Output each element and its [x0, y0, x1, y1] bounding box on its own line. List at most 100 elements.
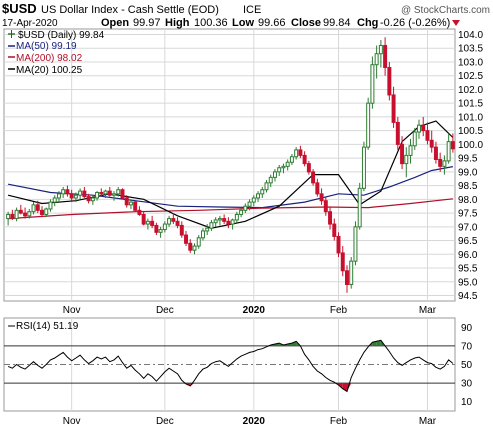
candle-body	[294, 149, 299, 158]
open-value: 99.97	[133, 17, 161, 29]
candle-body	[328, 211, 333, 225]
candle-body	[61, 189, 66, 195]
candle-body	[158, 229, 163, 233]
candle-body	[175, 220, 180, 226]
rsi-y-tick: 10	[461, 397, 473, 408]
price-panel	[3, 28, 456, 302]
candle-body	[433, 146, 438, 161]
candle-body	[141, 213, 146, 225]
x-tick-label: Mar	[419, 305, 437, 316]
candle-body	[404, 154, 409, 165]
price-grid	[4, 29, 455, 301]
candle-body	[353, 226, 358, 262]
price-x-axis: NovDec2020FebMarApr	[63, 305, 437, 316]
price-y-tick: 95.0	[458, 277, 478, 288]
high-value: 100.36	[194, 17, 228, 29]
price-y-tick: 99.0	[458, 167, 478, 178]
candle-body	[150, 220, 155, 226]
candle-body	[272, 171, 277, 178]
candle-body	[200, 230, 205, 239]
candle-body	[90, 197, 95, 202]
candle-body	[27, 211, 32, 217]
x-tick-label: Feb	[330, 416, 348, 427]
candle-body	[48, 201, 53, 210]
x-tick-label: 2020	[243, 416, 266, 427]
candle-body	[383, 44, 388, 68]
candle-body	[345, 270, 349, 286]
x-tick-label: Mar	[419, 416, 437, 427]
candle-body	[188, 242, 193, 251]
candle-body	[417, 124, 421, 133]
candle-body	[450, 141, 455, 150]
price-y-tick: 94.5	[458, 291, 478, 302]
candle-body	[374, 53, 379, 66]
candle-body	[52, 197, 57, 203]
candle-body	[438, 159, 443, 167]
candle-body	[285, 161, 290, 167]
candle-body	[40, 209, 44, 215]
rsi-y-tick: 50	[461, 360, 473, 371]
candle-body	[18, 209, 23, 214]
x-tick-label: Nov	[63, 305, 81, 316]
rsi-overbought-fill	[376, 340, 381, 346]
candle-body	[107, 190, 112, 196]
legend-price: $USD (Daily) 99.84	[18, 30, 105, 41]
candle-body	[340, 252, 345, 272]
candle-body	[31, 204, 36, 213]
price-y-tick: 102.0	[458, 85, 483, 96]
symbol: $USD	[2, 1, 37, 16]
x-tick-label: Feb	[330, 305, 348, 316]
rsi-y-tick: 70	[461, 341, 473, 352]
candle-body	[319, 193, 324, 202]
candle-body	[239, 209, 244, 215]
candle-body	[73, 194, 78, 199]
rsi-y-tick: 30	[461, 379, 473, 390]
candle-body	[6, 213, 11, 220]
candle-body	[378, 44, 383, 55]
candle-body	[167, 218, 172, 225]
candle-body	[179, 224, 184, 236]
candle-body	[251, 197, 256, 203]
candle-body	[171, 218, 176, 222]
candle-body	[311, 171, 316, 184]
legend-ma200: MA(200) 98.02	[16, 53, 83, 64]
rsi-y-axis: 90 70 50 30 10	[461, 323, 473, 408]
candle-body	[260, 189, 265, 195]
candle-body	[391, 94, 396, 123]
rsi-line	[7, 339, 454, 393]
candle-body	[349, 260, 354, 286]
x-tick-label: 2020	[243, 305, 266, 316]
candle-body	[99, 191, 104, 195]
candle-body	[145, 220, 150, 225]
candle-body	[69, 193, 74, 199]
price-candles	[6, 37, 455, 293]
price-y-tick: 103.0	[458, 57, 483, 68]
price-y-tick: 96.5	[458, 236, 478, 247]
price-y-axis: 104.0 103.5 103.0 102.5 102.0 101.5 101.0 100.5…	[458, 30, 483, 302]
candle-body	[230, 219, 235, 225]
candle-body	[213, 219, 218, 224]
candle-body	[112, 193, 116, 196]
price-y-tick: 98.0	[458, 195, 478, 206]
candle-body	[56, 193, 61, 199]
legend-ma50: MA(50) 99.19	[16, 41, 77, 52]
rsi-x-axis: NovDec2020FebMarApr	[63, 416, 437, 427]
open-label: Open	[101, 17, 129, 29]
candle-body	[425, 130, 430, 141]
candle-body	[442, 160, 447, 167]
chg-label: Chg	[357, 17, 378, 29]
price-y-tick: 95.5	[458, 264, 478, 275]
candle-body	[370, 64, 375, 104]
candle-body	[120, 189, 125, 199]
close-value: 99.84	[323, 17, 351, 29]
candle-body	[336, 235, 341, 254]
candle-body	[234, 213, 239, 221]
candle-body	[361, 146, 366, 189]
candle-body	[10, 213, 15, 220]
candle-body	[44, 208, 49, 215]
low-value: 99.66	[258, 17, 286, 29]
candle-body	[82, 190, 87, 198]
candle-body	[137, 209, 142, 215]
price-y-tick: 101.0	[458, 112, 483, 123]
